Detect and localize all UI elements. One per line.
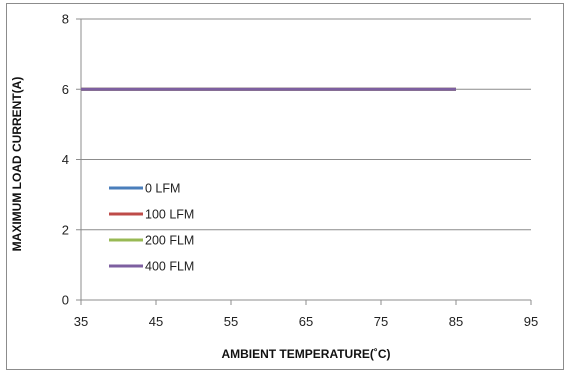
- legend: 0 LFM 100 LFM 200 FLM 400 FLM: [109, 182, 194, 274]
- gridlines: [81, 18, 531, 231]
- x-tick-label-65: 65: [299, 314, 313, 329]
- legend-label-1: 100 LFM: [145, 208, 194, 222]
- x-tick-labels: 35 45 55 65 75 85 95: [74, 314, 538, 329]
- x-axis-title: AMBIENT TEMPERATURE(˚C): [221, 347, 390, 361]
- y-tick-label-2: 2: [62, 222, 69, 237]
- y-tick-labels: 0 2 4 6 8: [62, 12, 69, 308]
- y-axis-title: MAXIMUM LOAD CURRENT(A): [10, 77, 24, 252]
- legend-label-0: 0 LFM: [145, 182, 180, 196]
- y-tick-label-4: 4: [62, 152, 69, 167]
- x-tick-label-95: 95: [524, 314, 538, 329]
- chart-frame: [6, 3, 564, 370]
- x-tick-label-45: 45: [149, 314, 163, 329]
- x-tick-label-85: 85: [449, 314, 463, 329]
- legend-label-2: 200 FLM: [145, 234, 194, 248]
- y-tick-label-8: 8: [62, 12, 69, 27]
- x-tick-label-55: 55: [224, 314, 238, 329]
- y-tick-label-6: 6: [62, 82, 69, 97]
- x-tick-label-75: 75: [374, 314, 388, 329]
- y-tick-label-0: 0: [62, 293, 69, 308]
- x-tick-label-35: 35: [74, 314, 88, 329]
- legend-label-3: 400 FLM: [145, 260, 194, 274]
- axes: [76, 18, 532, 305]
